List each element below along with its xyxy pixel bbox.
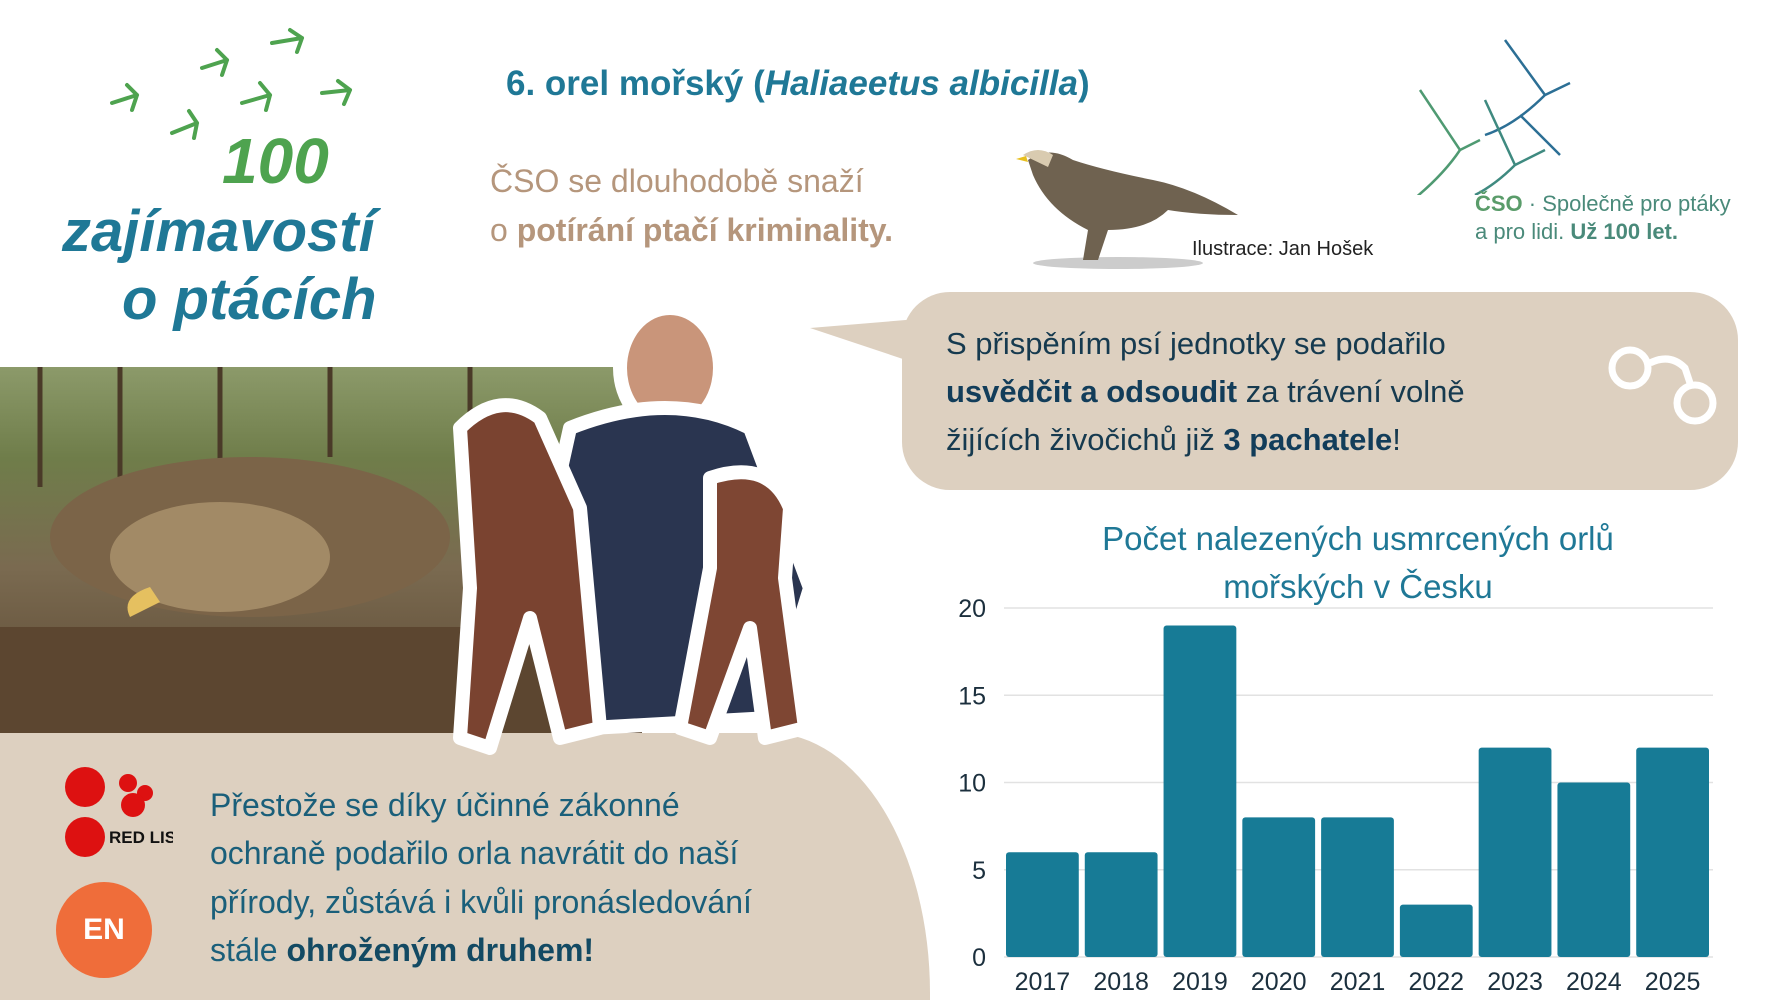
x-tick-label: 2019 xyxy=(1172,968,1228,996)
page-title: 6. orel mořský (Haliaeetus albicilla) xyxy=(506,64,1090,103)
x-tick-label: 2024 xyxy=(1566,968,1622,996)
series-logo: 100 zajímavostí o ptácích xyxy=(52,23,472,333)
bird-tracks-icon xyxy=(110,28,352,140)
conservation-line-1: Přestože se díky účinné zákonné xyxy=(210,787,680,823)
bar xyxy=(1321,817,1394,957)
bar xyxy=(1557,782,1631,957)
x-tick-label: 2021 xyxy=(1330,968,1386,996)
series-logo-number: 100 xyxy=(222,125,329,197)
series-logo-line-2: zajímavostí xyxy=(61,199,382,264)
bar xyxy=(1399,904,1473,957)
x-tick-label: 2018 xyxy=(1093,968,1149,996)
bar xyxy=(1006,852,1079,957)
speech-bubble xyxy=(902,292,1738,490)
series-logo-graphic: 100 zajímavostí o ptácích xyxy=(61,28,382,332)
intro-line-1: ČSO se dlouhodobě snaží xyxy=(490,163,864,199)
y-tick-label: 5 xyxy=(972,857,986,885)
conservation-line-3: přírody, zůstává i kvůli pronásledování xyxy=(210,884,752,920)
bar xyxy=(1242,817,1316,957)
handcuffs-icon xyxy=(1605,338,1720,433)
person-with-dogs-photo xyxy=(440,298,860,768)
conservation-line-2: ochraně podařilo orla navrátit do naší xyxy=(210,835,739,871)
bubble-line-1: S přispěním psí jednotky se podařilo xyxy=(946,326,1446,361)
bar xyxy=(1163,625,1237,957)
bubble-line-3: žijících živočichů již 3 pachatele! xyxy=(946,422,1401,457)
bar xyxy=(1636,747,1709,957)
bar-chart: 0 5 10 15 20 2017 2018 2019 2020 2021 2022 2023 2024… xyxy=(958,595,1713,996)
eagle-illustration xyxy=(1008,135,1258,280)
intro-line-2: o potírání ptačí kriminality. xyxy=(490,212,894,248)
org-tagline: ČSO · Společně pro ptáky a pro lidi. Už … xyxy=(1475,191,1731,244)
chart-title-line-1: Počet nalezených usmrcených orlů xyxy=(1102,520,1614,557)
x-tick-label: 2023 xyxy=(1487,968,1543,996)
series-logo-line-3: o ptácích xyxy=(122,267,377,332)
conservation-line-4: stále ohroženým druhem! xyxy=(210,932,595,968)
y-tick-label: 20 xyxy=(958,595,986,623)
x-tick-label: 2020 xyxy=(1251,968,1307,996)
y-tick-label: 10 xyxy=(958,770,986,798)
bubble-line-2: usvědčit a odsoudit za trávení volně xyxy=(946,374,1465,409)
x-tick-label: 2025 xyxy=(1645,968,1701,996)
illustration-credit: Ilustrace: Jan Hošek xyxy=(1192,238,1374,260)
org-logo: ČSO · Společně pro ptáky a pro lidi. Už … xyxy=(1380,35,1776,255)
x-tick-label: 2022 xyxy=(1408,968,1464,996)
bar xyxy=(1084,852,1158,957)
y-tick-label: 15 xyxy=(958,682,986,710)
x-tick-label: 2017 xyxy=(1015,968,1071,996)
endangered-status-badge: EN xyxy=(56,882,152,978)
bar xyxy=(1478,747,1552,957)
redlist-logo: RED LIST xyxy=(63,765,187,865)
chart-title: Počet nalezených usmrcených orlů mořských… xyxy=(1006,515,1710,611)
flying-birds-icon xyxy=(1399,39,1571,211)
chart-title-line-2: mořských v Česku xyxy=(1223,568,1493,605)
beige-panel xyxy=(0,733,930,1000)
redlist-label: RED LIST xyxy=(109,828,173,847)
y-tick-label: 0 xyxy=(972,944,986,972)
